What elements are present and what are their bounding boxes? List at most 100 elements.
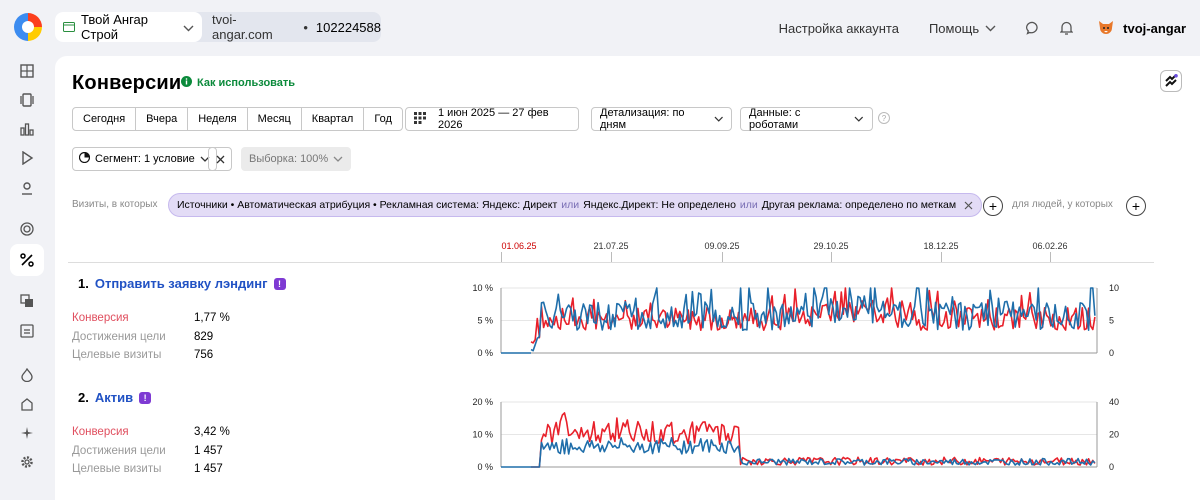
bell-icon[interactable] xyxy=(1060,21,1074,35)
segments-icon[interactable] xyxy=(16,290,38,312)
achievements-value: 1 457 xyxy=(194,445,223,457)
y-tick-right: 20 xyxy=(1109,430,1119,440)
goal-1-conversion: Конверсия 1,77 % xyxy=(72,312,230,324)
filter-chip[interactable]: Источники • Автоматическая атрибуция • Р… xyxy=(168,193,983,217)
timeline-date: 06.02.26 xyxy=(1032,241,1068,251)
add-visit-filter-button[interactable]: + xyxy=(983,196,1003,216)
y-tick-right: 10 xyxy=(1109,283,1119,293)
help-label: Помощь xyxy=(928,20,980,36)
chevron-down-icon xyxy=(714,116,723,122)
data-mode-select[interactable]: Данные: с роботами xyxy=(740,107,873,131)
series-target-visits xyxy=(530,287,1096,352)
goal-1-visits: Целевые визиты 756 xyxy=(72,349,213,361)
dashboard-icon[interactable] xyxy=(16,60,38,82)
date-range-picker[interactable]: 1 июн 2025 — 27 фев 2026 xyxy=(405,107,579,131)
ai-assistant-button[interactable] xyxy=(1160,70,1182,92)
goal-1-name-link[interactable]: Отправить заявку лэндинг xyxy=(94,276,268,291)
chevron-down-icon xyxy=(183,20,194,35)
close-icon xyxy=(216,155,224,163)
clear-segment-button[interactable] xyxy=(208,147,232,171)
counter-select[interactable]: Твой Ангар Строй xyxy=(55,12,202,42)
counter-id: 102224588 xyxy=(315,19,381,35)
sparkle-icon[interactable] xyxy=(16,422,38,444)
period-yesterday[interactable]: Вчера xyxy=(136,108,189,130)
y-tick-left: 20 % xyxy=(472,397,493,407)
series-conversion xyxy=(531,412,1096,468)
logs-icon[interactable] xyxy=(16,320,38,342)
metrica-logo[interactable] xyxy=(14,13,42,41)
y-tick-left: 0 % xyxy=(477,348,493,358)
achievements-label: Достижения цели xyxy=(72,331,166,343)
info-icon xyxy=(181,76,192,90)
period-quarter[interactable]: Квартал xyxy=(302,108,365,130)
webvisor-icon[interactable] xyxy=(16,147,38,169)
sample-select[interactable]: Выборка: 100% xyxy=(241,147,352,171)
timeline-tick xyxy=(941,252,942,262)
fire-icon[interactable] xyxy=(16,364,38,386)
howto-link[interactable]: Как использовать xyxy=(181,76,295,90)
target-visits-value: 1 457 xyxy=(194,463,223,475)
add-people-filter-button[interactable]: + xyxy=(1126,196,1146,216)
alert-badge-icon[interactable]: ! xyxy=(139,391,152,404)
period-week[interactable]: Неделя xyxy=(188,108,248,130)
chevron-down-icon xyxy=(854,116,864,122)
audience-icon[interactable] xyxy=(16,177,38,199)
detail-select[interactable]: Детализация: по дням xyxy=(591,107,732,131)
segment-select[interactable]: Сегмент: 1 условие xyxy=(72,147,217,171)
period-month[interactable]: Месяц xyxy=(248,108,302,130)
settings-gear-icon[interactable] xyxy=(16,451,38,473)
integrations-icon[interactable] xyxy=(16,393,38,415)
conversion-label: Конверсия xyxy=(72,426,129,438)
howto-label: Как использовать xyxy=(197,77,296,89)
filter-or-1: или xyxy=(561,199,580,211)
separator-dot: • xyxy=(303,19,308,35)
period-today[interactable]: Сегодня xyxy=(73,108,137,130)
goals-icon[interactable] xyxy=(16,218,38,240)
summary-icon[interactable] xyxy=(16,89,38,111)
counter-icon xyxy=(63,20,75,35)
chevron-down-icon xyxy=(985,25,996,31)
chevron-down-icon xyxy=(200,156,210,162)
avatar-icon xyxy=(1097,18,1115,39)
goal-1-chart[interactable]: 10 % 5 % 0 % 10 5 0 xyxy=(445,282,1165,362)
help-question-icon[interactable]: ? xyxy=(878,112,890,124)
pie-icon xyxy=(78,151,91,166)
goal-1: 1. Отправить заявку лэндинг ! xyxy=(78,276,286,291)
y-tick-left: 10 % xyxy=(472,430,493,440)
timeline-date: 18.12.25 xyxy=(923,241,959,251)
goal-1-title: 1. Отправить заявку лэндинг ! xyxy=(78,276,286,291)
help-menu[interactable]: Помощь xyxy=(929,21,996,36)
achievements-value: 829 xyxy=(194,331,214,343)
goal-2-achievements: Достижения цели 1 457 xyxy=(72,445,223,457)
segment-label: Сегмент: 1 условие xyxy=(95,153,195,165)
account-settings-link[interactable]: Настройка аккаунта xyxy=(778,20,899,36)
goal-2-name-link[interactable]: Актив xyxy=(94,390,134,405)
goal-2-number: 2. xyxy=(78,390,89,405)
chat-icon[interactable] xyxy=(1026,21,1040,35)
goal-2-conversion: Конверсия 3,42 % xyxy=(72,426,230,438)
people-filter-label: для людей, у которых xyxy=(1012,199,1113,210)
counter-switcher[interactable]: Твой Ангар Строй tvoi-angar.com • 102224… xyxy=(55,12,381,42)
chevron-down-icon xyxy=(333,156,343,162)
conversions-icon[interactable] xyxy=(10,244,44,276)
y-tick-right: 5 xyxy=(1109,316,1114,326)
alert-badge-icon[interactable]: ! xyxy=(273,277,286,290)
period-year[interactable]: Год xyxy=(374,113,392,125)
conversion-value: 3,42 % xyxy=(194,426,230,438)
goal-2-chart[interactable]: 20 % 10 % 0 % 40 20 0 xyxy=(445,396,1165,476)
filter-part-2: Яндекс.Директ: Не определено xyxy=(583,199,736,211)
username: tvoj-angar xyxy=(1123,20,1186,36)
left-sidebar xyxy=(0,0,55,500)
series-target-visits xyxy=(531,437,1096,468)
visits-filter-label: Визиты, в которых xyxy=(72,199,158,210)
timeline-date: 01.06.25 xyxy=(501,241,537,251)
timeline-tick xyxy=(611,252,612,262)
reports-icon[interactable] xyxy=(16,118,38,140)
close-icon[interactable] xyxy=(964,201,973,210)
timeline-date: 29.10.25 xyxy=(813,241,849,251)
goal-1-achievements: Достижения цели 829 xyxy=(72,331,213,343)
sample-label: Выборка: 100% xyxy=(249,153,329,165)
page-title: Конверсии xyxy=(72,72,182,94)
user-menu[interactable]: tvoj-angar xyxy=(1097,18,1186,39)
y-tick-right: 40 xyxy=(1109,397,1119,407)
